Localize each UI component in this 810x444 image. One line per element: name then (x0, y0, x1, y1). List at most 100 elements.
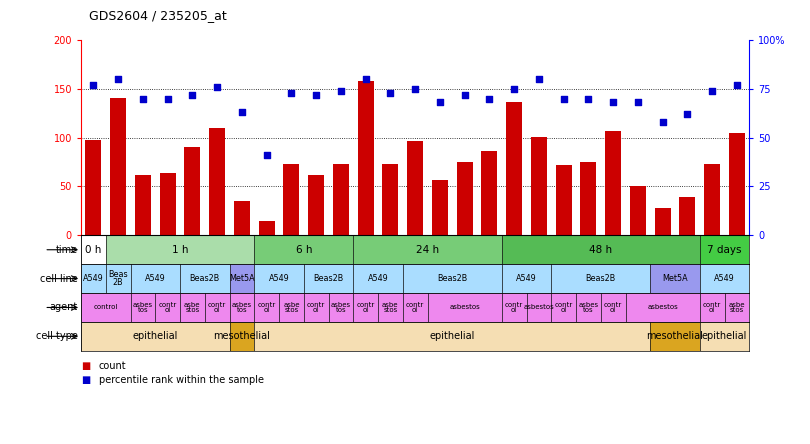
Text: contr
ol: contr ol (604, 302, 622, 313)
Text: A549: A549 (145, 274, 165, 283)
Bar (428, 293, 501, 322)
Text: 6 h: 6 h (296, 245, 312, 255)
Bar (229, 293, 254, 322)
Point (87, 81, 100, 88)
Text: 7 days: 7 days (707, 245, 742, 255)
Bar (254, 293, 279, 322)
Text: contr
ol: contr ol (555, 302, 573, 313)
Bar (180, 293, 205, 322)
Text: control: control (94, 305, 118, 310)
Point (656, 119, 669, 126)
Text: A549: A549 (516, 274, 537, 283)
Bar (700, 322, 749, 351)
Text: asbe
stos: asbe stos (382, 302, 399, 313)
Bar (601, 293, 625, 322)
Bar (134, 175, 151, 235)
Bar (481, 151, 497, 235)
Text: cell type: cell type (36, 331, 78, 341)
Bar (501, 264, 552, 293)
Bar (526, 293, 552, 322)
Point (236, 109, 249, 116)
Text: A549: A549 (368, 274, 388, 283)
Bar (580, 162, 596, 235)
Text: GDS2604 / 235205_at: GDS2604 / 235205_at (89, 9, 227, 22)
Bar (506, 103, 522, 235)
Bar (304, 293, 329, 322)
Text: asbe
stos: asbe stos (729, 302, 745, 313)
Bar (130, 264, 180, 293)
Text: Met5A: Met5A (663, 274, 688, 283)
Point (211, 83, 224, 91)
Bar (501, 235, 700, 264)
Bar (160, 173, 176, 235)
Bar (552, 293, 576, 322)
Point (632, 99, 645, 106)
Point (408, 85, 421, 92)
Text: cell line: cell line (40, 274, 78, 284)
Bar (85, 139, 101, 235)
Bar (700, 293, 724, 322)
Text: contr
ol: contr ol (406, 302, 424, 313)
Bar (357, 81, 373, 235)
Bar (106, 235, 254, 264)
Bar (704, 164, 720, 235)
Text: contr
ol: contr ol (356, 302, 375, 313)
Text: asbestos: asbestos (647, 305, 678, 310)
Bar (110, 98, 126, 235)
Bar (106, 264, 130, 293)
Bar (403, 264, 501, 293)
Point (285, 89, 298, 96)
Text: percentile rank within the sample: percentile rank within the sample (99, 375, 264, 385)
Text: ■: ■ (81, 375, 90, 385)
Bar (81, 293, 130, 322)
Bar (205, 293, 229, 322)
Text: 1 h: 1 h (172, 245, 188, 255)
Point (607, 99, 620, 106)
Text: asbe
stos: asbe stos (284, 302, 300, 313)
Text: Beas
2B: Beas 2B (109, 270, 128, 287)
Point (582, 95, 595, 102)
Point (136, 95, 149, 102)
Bar (457, 162, 473, 235)
Point (681, 111, 694, 118)
Text: A549: A549 (83, 274, 104, 283)
Text: epithelial: epithelial (701, 331, 747, 341)
Bar (130, 293, 156, 322)
Bar (284, 164, 300, 235)
Bar (724, 293, 749, 322)
Bar (576, 293, 601, 322)
Text: Beas2B: Beas2B (437, 274, 467, 283)
Bar (729, 133, 745, 235)
Bar (185, 147, 200, 235)
Text: A549: A549 (269, 274, 289, 283)
Point (706, 87, 718, 94)
Bar (279, 293, 304, 322)
Point (731, 81, 744, 88)
Point (557, 95, 570, 102)
Bar (81, 264, 106, 293)
Text: contr
ol: contr ol (208, 302, 226, 313)
Text: 48 h: 48 h (589, 245, 612, 255)
Text: agent: agent (49, 302, 78, 313)
Text: Beas2B: Beas2B (586, 274, 616, 283)
Bar (630, 186, 646, 235)
Bar (556, 165, 572, 235)
Text: asbes
tos: asbes tos (578, 302, 599, 313)
Bar (81, 322, 229, 351)
Bar (650, 322, 700, 351)
Bar (403, 293, 428, 322)
Bar (552, 264, 650, 293)
Point (185, 91, 199, 98)
Bar (382, 164, 399, 235)
Bar (229, 264, 254, 293)
Text: asbestos: asbestos (450, 305, 480, 310)
Text: contr
ol: contr ol (307, 302, 326, 313)
Bar (209, 128, 225, 235)
Bar (432, 180, 448, 235)
Bar (258, 221, 275, 235)
Point (260, 152, 273, 159)
Point (508, 85, 521, 92)
Text: Met5A: Met5A (229, 274, 254, 283)
Bar (650, 264, 700, 293)
Text: asbes
tos: asbes tos (232, 302, 252, 313)
